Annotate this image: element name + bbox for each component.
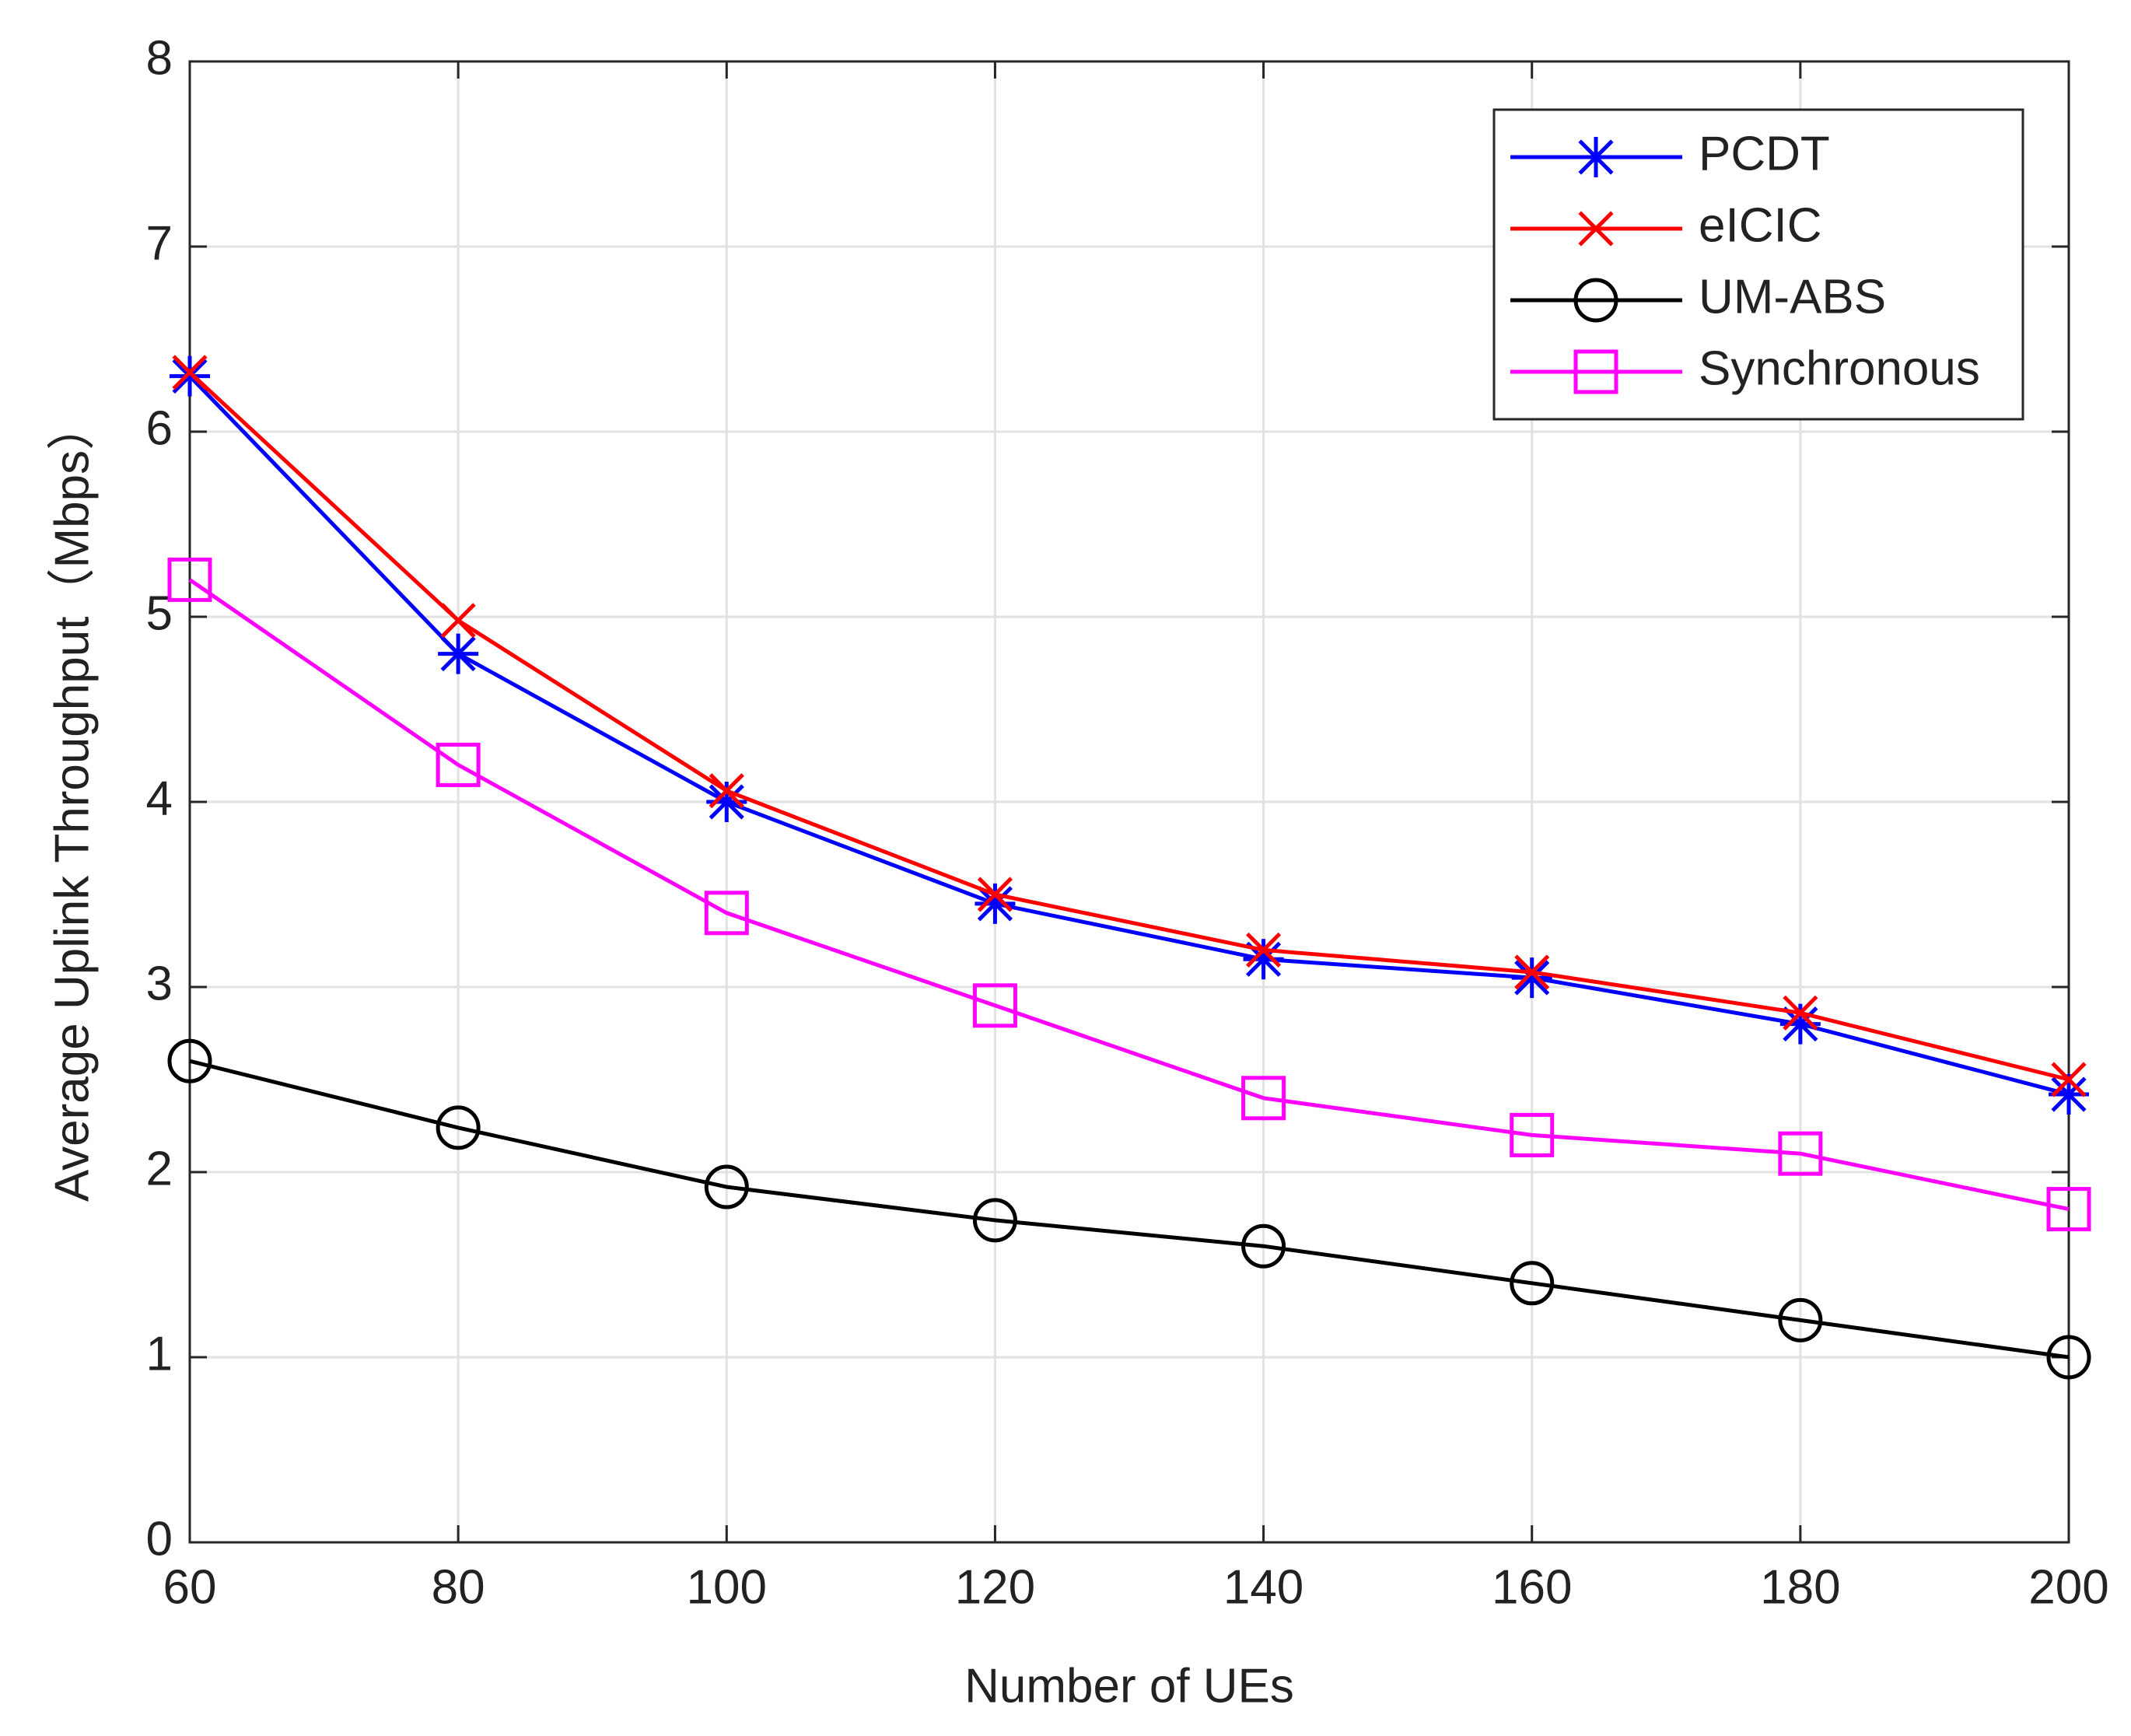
- y-tick-label: 8: [146, 31, 173, 85]
- marker: [706, 782, 747, 822]
- marker: [1578, 211, 1614, 247]
- x-tick-label: 60: [163, 1560, 217, 1614]
- legend-label: eICIC: [1699, 198, 1821, 252]
- marker: [2051, 1062, 2087, 1097]
- series-line: [188, 578, 2070, 1212]
- marker: [1514, 954, 1550, 990]
- x-tick-label: 180: [1760, 1560, 1840, 1614]
- marker: [167, 557, 212, 602]
- marker: [972, 983, 1017, 1028]
- y-tick-label: 7: [146, 216, 173, 270]
- marker: [1779, 1003, 1821, 1045]
- marker: [704, 1164, 749, 1209]
- y-axis-label: Average Uplink Throughput（Mbps）: [45, 402, 99, 1202]
- y-tick-label: 3: [146, 957, 173, 1010]
- marker: [2046, 1335, 2091, 1380]
- y-tick-label: 0: [146, 1512, 173, 1566]
- marker: [975, 883, 1016, 924]
- marker: [170, 355, 210, 397]
- legend-label: UM-ABS: [1699, 270, 1886, 324]
- series-line: [188, 374, 2070, 1097]
- x-tick-label: 140: [1223, 1560, 1303, 1614]
- marker: [1510, 1261, 1555, 1306]
- marker: [172, 355, 208, 390]
- marker: [1573, 278, 1618, 323]
- legend-box: [1492, 108, 2024, 421]
- legend-label: Synchronous: [1699, 341, 1980, 395]
- x-tick-label: 100: [687, 1560, 767, 1614]
- marker: [1778, 1297, 1823, 1342]
- marker: [2049, 1074, 2089, 1115]
- marker: [1241, 1076, 1286, 1121]
- y-tick-label: 6: [146, 401, 173, 455]
- marker: [167, 1038, 212, 1083]
- y-tick-label: 2: [146, 1142, 173, 1195]
- y-tick-label: 4: [146, 772, 173, 825]
- x-tick-label: 80: [432, 1560, 485, 1614]
- series-line: [189, 1059, 2070, 1360]
- marker: [977, 877, 1013, 912]
- marker: [972, 1198, 1017, 1243]
- marker: [1246, 932, 1282, 968]
- x-axis-label: Number of UEs: [964, 1659, 1294, 1713]
- marker: [2046, 1187, 2091, 1232]
- marker: [436, 1105, 481, 1150]
- marker: [1510, 1112, 1555, 1157]
- marker: [1783, 995, 1818, 1031]
- marker: [440, 603, 476, 639]
- marker: [436, 742, 481, 787]
- marker: [709, 773, 744, 809]
- marker: [1511, 957, 1552, 999]
- marker: [1573, 349, 1618, 394]
- marker: [1241, 1223, 1286, 1269]
- marker: [1778, 1131, 1823, 1176]
- marker: [438, 633, 479, 674]
- plot-frame: [188, 60, 2070, 1544]
- x-tick-label: 200: [2028, 1560, 2108, 1614]
- marker: [1576, 137, 1616, 177]
- y-tick-label: 1: [146, 1327, 173, 1381]
- x-tick-label: 160: [1492, 1560, 1572, 1614]
- x-tick-label: 120: [955, 1560, 1035, 1614]
- series-line: [188, 371, 2070, 1082]
- marker: [1243, 939, 1284, 980]
- legend-label: PCDT: [1699, 127, 1830, 180]
- marker: [704, 891, 749, 936]
